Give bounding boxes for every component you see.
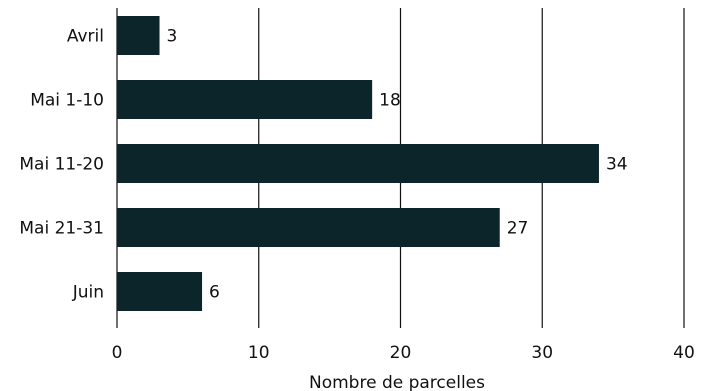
x-axis-label: Nombre de parcelles — [309, 373, 485, 391]
category-label-0: Avril — [67, 27, 104, 47]
bar-1 — [117, 80, 373, 119]
bar-2 — [117, 144, 599, 183]
data-label-1: 18 — [379, 91, 401, 111]
bar-3 — [117, 208, 500, 247]
bars-layer — [117, 16, 599, 311]
data-label-0: 3 — [167, 27, 178, 47]
bar-0 — [117, 16, 160, 55]
x-tick-label-30: 30 — [531, 343, 553, 363]
x-tick-label-40: 40 — [673, 343, 695, 363]
bar-4 — [117, 272, 203, 311]
x-tick-label-20: 20 — [390, 343, 412, 363]
category-label-1: Mai 1-10 — [30, 91, 104, 111]
category-label-2: Mai 11-20 — [19, 155, 104, 175]
x-tick-label-0: 0 — [112, 343, 123, 363]
labels-layer: 0 10 20 30 40 Avril 3 Mai 1-10 18 Mai 11-20 34 Mai … — [19, 27, 694, 364]
category-label-4: Juin — [72, 283, 104, 303]
data-label-3: 27 — [507, 219, 529, 239]
data-label-2: 34 — [606, 155, 628, 175]
data-label-4: 6 — [209, 283, 220, 303]
category-label-3: Mai 21-31 — [19, 219, 104, 239]
x-tick-label-10: 10 — [248, 343, 270, 363]
